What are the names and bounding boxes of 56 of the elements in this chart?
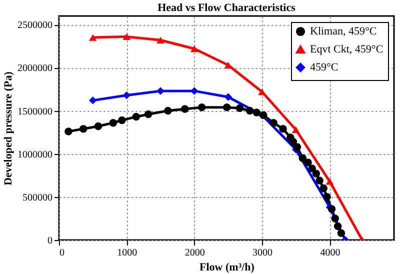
y-tick-label: 1000000 (18, 149, 52, 160)
point (122, 91, 131, 100)
point (156, 87, 164, 95)
point (144, 110, 152, 118)
legend-label: Eqvt Ckt, 459°C (310, 44, 384, 56)
point (198, 103, 206, 112)
point (222, 103, 231, 112)
y-tick-label: 500000 (22, 192, 52, 204)
y-tick-label: 0 (48, 236, 52, 246)
point (258, 88, 266, 96)
point (292, 126, 300, 134)
point (79, 124, 88, 133)
point (337, 229, 346, 237)
point (252, 108, 260, 116)
point (308, 164, 316, 172)
point (246, 106, 254, 115)
x-axis-title: Flow (m³/h) (200, 262, 255, 274)
legend-label: Kliman, 459°C (310, 26, 377, 38)
point (304, 158, 312, 166)
y-axis-title: Developed pressure (Pa) (2, 71, 14, 186)
y-tick-label: 1500000 (18, 106, 52, 118)
point (156, 36, 164, 44)
point (331, 214, 339, 222)
x-tick-label: 2000 (184, 248, 205, 258)
point (132, 112, 140, 121)
point (94, 122, 102, 130)
x-tick-label: 3000 (252, 248, 273, 258)
y-tick-label: 2000000 (18, 63, 52, 74)
x-tick-label: 1000 (117, 248, 138, 258)
point (279, 124, 287, 133)
point (164, 106, 172, 115)
point (236, 104, 244, 112)
point (334, 222, 342, 230)
point (320, 184, 328, 192)
point (109, 118, 118, 127)
y-tick-label: 2500000 (18, 20, 52, 32)
point (326, 178, 334, 185)
point (64, 128, 72, 136)
point (316, 176, 324, 184)
x-tick-label: 0 (60, 248, 64, 258)
point (270, 118, 278, 127)
point (190, 45, 198, 52)
point (88, 34, 97, 41)
x-tick-label: 4000 (320, 248, 340, 258)
point (323, 193, 331, 201)
point (181, 105, 189, 113)
point (293, 143, 302, 151)
chart-title: Head vs Flow Characteristics (158, 2, 296, 14)
point (88, 96, 97, 104)
point (118, 116, 126, 124)
legend-label: 459°C (310, 62, 338, 74)
point (286, 134, 294, 142)
point (298, 154, 307, 162)
point (122, 33, 131, 40)
point (224, 93, 232, 101)
point (312, 170, 320, 178)
